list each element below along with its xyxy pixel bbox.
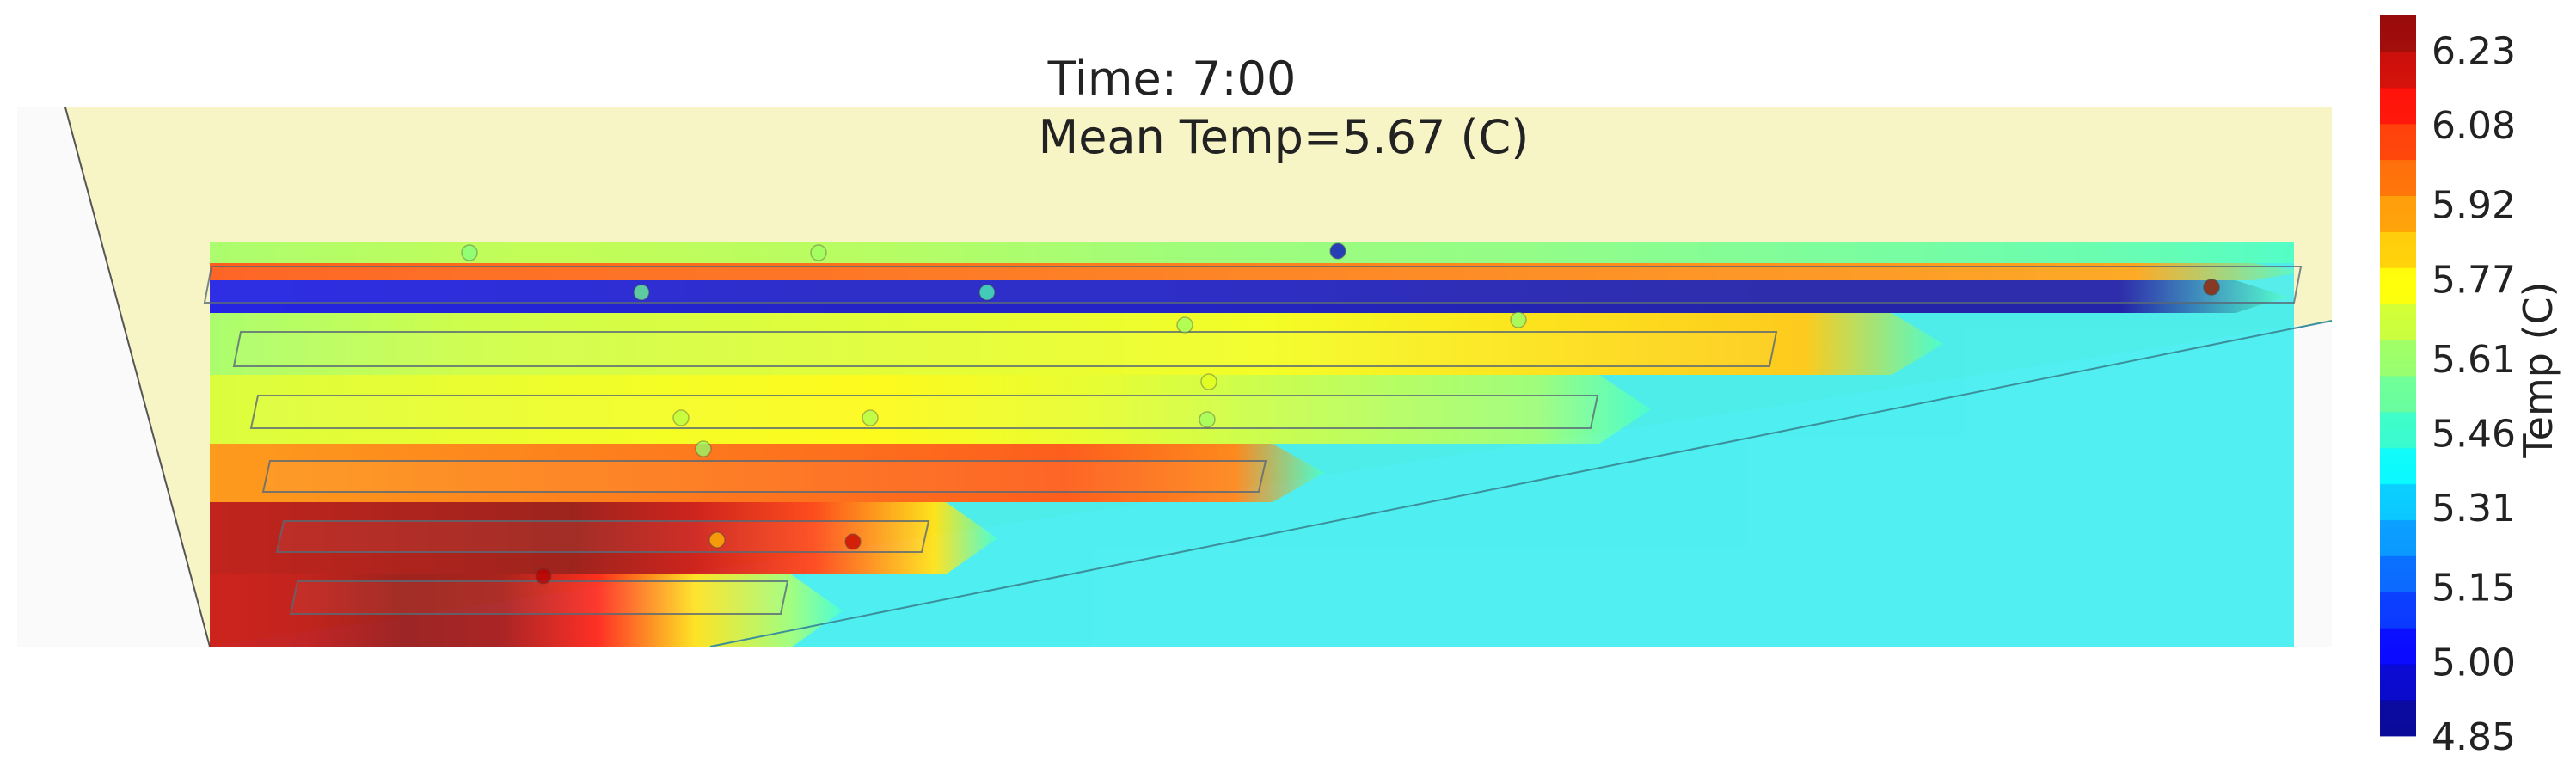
colorbar: 6.23 6.08 5.92 5.77 5.61 5.46 5.31 5.15 5.00 4.85… (2380, 15, 2561, 759)
shelf-outline (289, 580, 789, 615)
sensor-marker (844, 533, 862, 550)
boundary-line (709, 320, 2333, 647)
shelf-outline (203, 266, 2303, 304)
colorbar-band (2380, 376, 2416, 413)
field-band-r8 (210, 574, 843, 647)
title-mean-temp: Mean Temp=5.67 (C) (1039, 110, 1530, 164)
colorbar-band (2380, 231, 2416, 268)
colorbar-band (2380, 304, 2416, 340)
shelf-outline (232, 331, 1778, 367)
shelf-outline (275, 520, 930, 553)
colorbar-band (2380, 267, 2416, 304)
colorbar-band (2380, 159, 2416, 196)
colorbar-band (2380, 123, 2416, 161)
sensor-marker (2203, 279, 2220, 296)
sensor-marker (1510, 311, 1527, 328)
field-band-r1 (210, 242, 2294, 263)
colorbar-tick-label: 5.77 (2432, 258, 2516, 302)
colorbar-band (2380, 51, 2416, 89)
title-time: Time: 7:00 (1047, 52, 1297, 106)
colorbar-tick-label: 5.00 (2432, 641, 2516, 684)
sensor-marker (695, 440, 712, 457)
sensor-marker (461, 244, 478, 261)
sensor-marker (862, 409, 879, 426)
sensor-markers (461, 242, 2220, 585)
field-band-r4 (210, 313, 1943, 375)
sensor-marker (978, 284, 996, 301)
colorbar-tick-label: 6.08 (2432, 104, 2516, 148)
colorbar-band (2380, 195, 2416, 232)
sensor-marker (672, 409, 690, 426)
colorbar-band (2380, 519, 2416, 556)
colorbar-band (2380, 15, 2416, 52)
colorbar-band (2380, 700, 2416, 737)
sensor-marker (535, 567, 552, 585)
colorbar-tick-label: 6.23 (2432, 30, 2516, 74)
colorbar-band (2380, 411, 2416, 449)
colorbar-band (2380, 87, 2416, 125)
sensor-marker (1200, 373, 1217, 390)
field-band-r5 (210, 375, 1651, 444)
sensor-marker (1176, 316, 1193, 334)
colorbar-band (2380, 483, 2416, 521)
colorbar-label: Temp (C) (2515, 281, 2561, 458)
colorbar-band (2380, 664, 2416, 701)
colorbar-band (2380, 592, 2416, 629)
field-band-r3 (210, 280, 2287, 313)
colorbar-tick-label: 5.31 (2432, 487, 2516, 531)
colorbar-tick-label: 5.61 (2432, 338, 2516, 382)
shelf-outline (249, 395, 1599, 429)
sensor-marker (1199, 411, 1216, 428)
colorbar-bands (2380, 15, 2416, 737)
colorbar-ticks: 6.23 6.08 5.92 5.77 5.61 5.46 5.31 5.15 5.00 4.85 (2432, 30, 2516, 760)
colorbar-band (2380, 628, 2416, 665)
colorbar-band (2380, 555, 2416, 592)
sensor-marker (1329, 242, 1346, 260)
colorbar-tick-label: 5.92 (2432, 184, 2516, 228)
floor-left-edge (64, 107, 211, 647)
colorbar-band (2380, 340, 2416, 377)
sensor-marker (708, 531, 726, 549)
colorbar-tick-label: 5.15 (2432, 567, 2516, 610)
colorbar-tick-label: 4.85 (2432, 715, 2516, 759)
shelf-outline (261, 460, 1267, 493)
colorbar-tick-label: 5.46 (2432, 413, 2516, 457)
sensor-marker (810, 244, 827, 261)
sensor-marker (633, 284, 650, 301)
colorbar-band (2380, 447, 2416, 485)
shelf-outlines (203, 266, 2303, 615)
field-band-r6 (210, 444, 1324, 502)
